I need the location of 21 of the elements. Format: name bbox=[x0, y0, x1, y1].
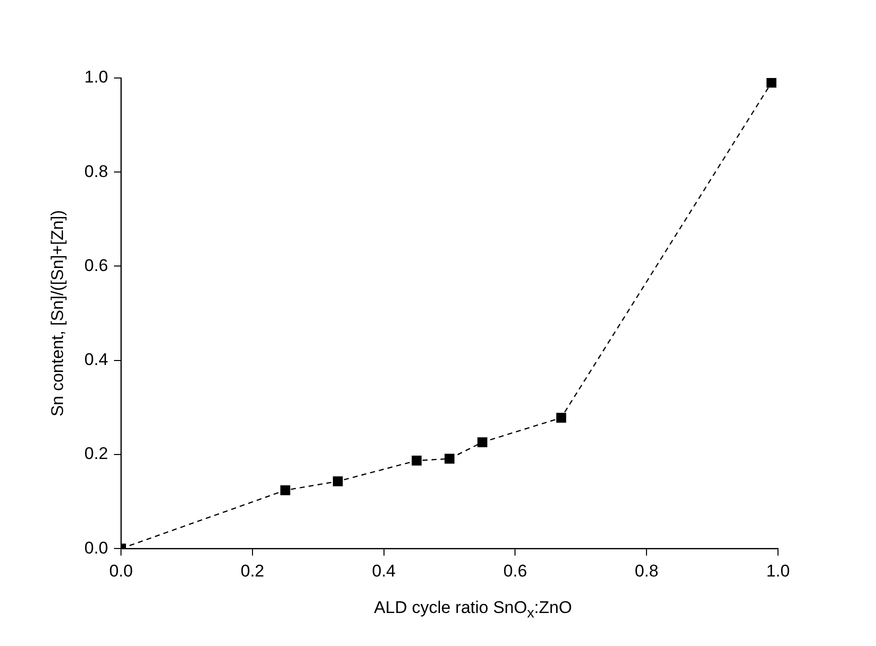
point bbox=[412, 456, 422, 466]
x-tick-label: 0.0 bbox=[109, 561, 133, 580]
x-axis-title: ALD cycle ratio SnO$_{x}$:ZnO bbox=[373, 598, 573, 622]
x-tick-label: 0.2 bbox=[240, 561, 264, 580]
x-tick-label: 0.8 bbox=[634, 561, 658, 580]
y-axis-title: Sn content, [Sn]/([Sn]+[Zn]) bbox=[48, 210, 67, 417]
y-tick-label: 0.8 bbox=[84, 162, 108, 181]
point bbox=[332, 476, 343, 486]
point bbox=[444, 454, 454, 464]
y-tick-label: 0.2 bbox=[84, 444, 108, 464]
point bbox=[766, 78, 776, 88]
y-tick-label: 0.0 bbox=[84, 538, 108, 558]
y-tick-label: 0.4 bbox=[84, 350, 108, 370]
point bbox=[556, 412, 566, 423]
point bbox=[477, 437, 488, 448]
x-tick-label: 1.0 bbox=[766, 561, 790, 580]
y-tick-label: 0.6 bbox=[84, 256, 108, 275]
point bbox=[280, 485, 290, 496]
x-tick-label: 0.6 bbox=[503, 561, 528, 580]
y-tick-label: 1.0 bbox=[84, 68, 108, 87]
x-tick-label: 0.4 bbox=[372, 561, 396, 580]
